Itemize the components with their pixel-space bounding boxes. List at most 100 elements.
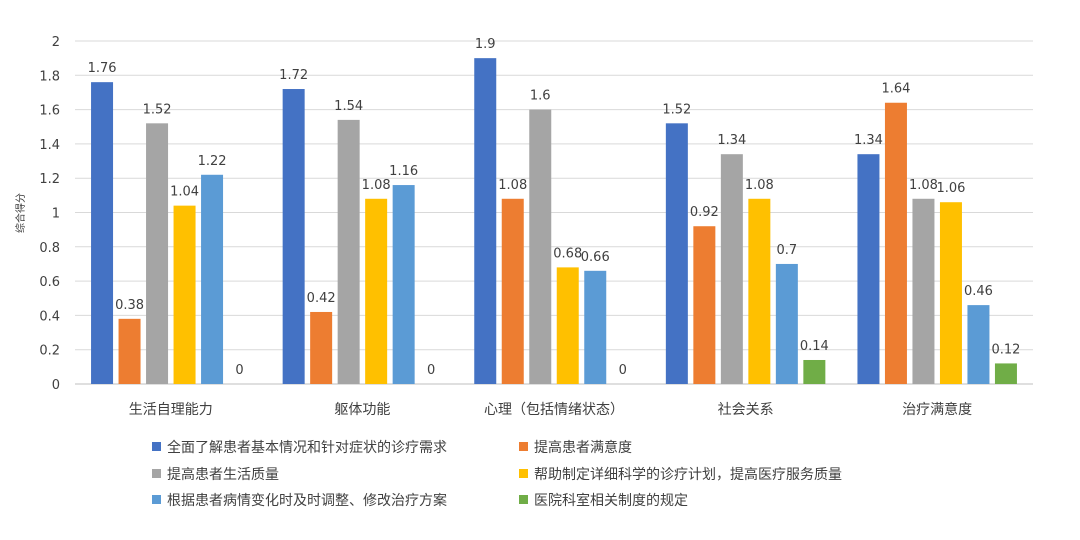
bar — [501, 198, 524, 384]
data-label: 0.42 — [307, 291, 336, 306]
bar — [201, 174, 224, 384]
x-category-label: 生活自理能力 — [129, 402, 213, 418]
legend-label: 全面了解患者基本情况和针对症状的诊疗需求 — [167, 439, 447, 456]
data-label: 0 — [235, 363, 243, 378]
y-tick-label: 1.2 — [39, 172, 60, 187]
data-label: 1.16 — [389, 164, 418, 179]
y-tick-label: 1.8 — [39, 69, 60, 84]
legend-item: 提高患者满意度 — [519, 439, 632, 456]
bar — [803, 359, 826, 384]
data-label: 1.06 — [936, 181, 965, 196]
data-label: 1.76 — [88, 61, 117, 76]
y-tick-label: 0.8 — [39, 241, 60, 256]
data-label: 0.68 — [553, 246, 582, 261]
data-label: 1.9 — [475, 37, 496, 52]
bar — [392, 185, 415, 384]
legend-label: 医院科室相关制度的规定 — [534, 492, 688, 509]
data-label: 1.04 — [170, 185, 199, 200]
data-label: 1.72 — [279, 68, 308, 83]
bar — [939, 202, 962, 384]
data-label: 0.14 — [800, 339, 829, 354]
data-label: 1.6 — [530, 89, 551, 104]
data-labels: 1.760.381.521.041.2201.720.421.541.081.1… — [88, 37, 1021, 378]
bar — [720, 154, 743, 384]
legend-swatch — [152, 442, 161, 451]
bar — [91, 82, 114, 384]
data-label: 1.08 — [498, 178, 527, 193]
legend-label: 帮助制定详细科学的诊疗计划，提高医疗服务质量 — [534, 466, 842, 483]
legend-item: 医院科室相关制度的规定 — [519, 492, 688, 509]
data-label: 0 — [619, 363, 627, 378]
y-tick-label: 0.4 — [39, 309, 60, 324]
y-tick-label: 1.6 — [39, 104, 60, 119]
bar — [365, 198, 388, 384]
data-label: 0.46 — [964, 284, 993, 299]
bar — [884, 102, 907, 385]
bar — [748, 198, 771, 384]
gridlines — [75, 40, 1033, 385]
legend-label: 提高患者满意度 — [534, 439, 632, 456]
data-label: 0 — [427, 363, 435, 378]
y-axis-ticks: 0 0.2 0.4 0.6 0.8 1 1.2 1.4 1.6 1.8 2 — [39, 35, 60, 393]
data-label: 0.7 — [777, 243, 798, 258]
legend-swatch — [152, 495, 161, 504]
legend-swatch — [519, 495, 528, 504]
data-label: 1.54 — [334, 99, 363, 114]
bar — [118, 318, 141, 384]
data-label: 0.92 — [690, 205, 719, 220]
bar — [556, 267, 579, 384]
data-label: 1.34 — [854, 133, 883, 148]
y-tick-label: 2 — [52, 35, 60, 50]
legend-swatch — [152, 469, 161, 478]
bar — [146, 123, 169, 384]
bar — [912, 198, 935, 384]
data-label: 1.34 — [717, 133, 746, 148]
bar — [994, 363, 1017, 384]
y-tick-label: 0 — [52, 378, 60, 393]
legend-swatch — [519, 442, 528, 451]
legend-item: 帮助制定详细科学的诊疗计划，提高医疗服务质量 — [519, 466, 842, 483]
y-tick-label: 1.4 — [39, 138, 60, 153]
x-category-label: 躯体功能 — [334, 402, 390, 418]
data-label: 0.12 — [991, 342, 1020, 357]
data-label: 1.52 — [662, 102, 691, 117]
legend-item: 全面了解患者基本情况和针对症状的诊疗需求 — [152, 439, 447, 456]
bar — [474, 58, 497, 385]
x-category-label: 治疗满意度 — [902, 401, 972, 418]
legend-label: 提高患者生活质量 — [167, 466, 279, 483]
data-label: 0.66 — [581, 250, 610, 265]
bar — [310, 311, 333, 384]
bar — [967, 305, 990, 384]
data-label: 1.08 — [362, 178, 391, 193]
legend-item: 根据患者病情变化时及时调整、修改治疗方案 — [152, 492, 447, 509]
data-label: 1.52 — [143, 102, 172, 117]
bar — [665, 123, 688, 384]
bar — [584, 270, 607, 384]
y-tick-label: 0.6 — [39, 275, 60, 290]
data-label: 0.38 — [115, 298, 144, 313]
y-tick-label: 0.2 — [39, 344, 60, 359]
legend-item: 提高患者生活质量 — [152, 466, 279, 483]
y-axis-title: 综合得分 — [14, 193, 27, 233]
x-axis-categories: 生活自理能力 躯体功能 心理（包括情绪状态） 社会关系 治疗满意度 — [129, 401, 972, 418]
bar — [857, 154, 880, 384]
bar — [693, 226, 716, 384]
data-label: 1.22 — [198, 154, 227, 169]
legend-swatch — [519, 469, 528, 478]
bar — [775, 263, 798, 384]
bar — [529, 109, 552, 384]
data-label: 1.08 — [909, 178, 938, 193]
data-label: 1.08 — [745, 178, 774, 193]
x-category-label: 社会关系 — [718, 402, 774, 418]
y-tick-label: 1 — [52, 207, 60, 222]
bars — [91, 58, 1017, 385]
bar — [282, 89, 305, 385]
legend-label: 根据患者病情变化时及时调整、修改治疗方案 — [167, 492, 447, 509]
data-label: 1.64 — [881, 82, 910, 97]
bar — [337, 119, 360, 384]
x-category-label: 心理（包括情绪状态） — [484, 402, 624, 418]
bar — [173, 205, 196, 384]
